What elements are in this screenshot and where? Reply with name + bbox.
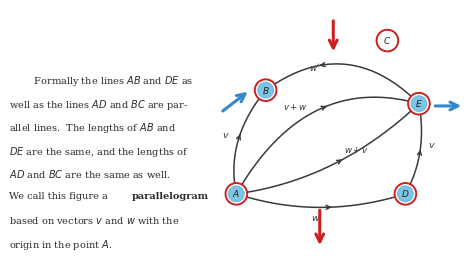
Circle shape: [227, 184, 246, 203]
Text: We call this figure a: We call this figure a: [9, 192, 110, 201]
Text: Formally the lines $AB$ and $DE$ as: Formally the lines $AB$ and $DE$ as: [9, 74, 193, 89]
Text: well as the lines $AD$ and $BC$ are par-: well as the lines $AD$ and $BC$ are par-: [9, 98, 188, 112]
Text: $v$: $v$: [222, 131, 230, 140]
Circle shape: [378, 31, 397, 50]
Circle shape: [258, 82, 273, 98]
Text: $D$: $D$: [401, 188, 410, 199]
Circle shape: [228, 186, 244, 202]
Text: $B$: $B$: [262, 85, 269, 96]
Text: $C$: $C$: [383, 35, 392, 46]
Circle shape: [256, 81, 275, 100]
Text: $w+v$: $w+v$: [344, 145, 369, 155]
Text: allel lines.  The lengths of $AB$ and: allel lines. The lengths of $AB$ and: [9, 121, 176, 135]
Text: $A$: $A$: [232, 188, 240, 199]
Text: origin in the point $A$.: origin in the point $A$.: [9, 238, 112, 252]
Text: $w'$: $w'$: [309, 62, 320, 73]
Circle shape: [411, 96, 427, 111]
Circle shape: [410, 94, 428, 113]
Text: $E$: $E$: [415, 98, 423, 109]
Text: $DE$ are the same, and the lengths of: $DE$ are the same, and the lengths of: [9, 145, 188, 159]
Text: based on vectors $v$ and $w$ with the: based on vectors $v$ and $w$ with the: [9, 215, 179, 226]
Text: $v+w$: $v+w$: [283, 102, 308, 112]
Text: $w$: $w$: [310, 214, 320, 223]
Circle shape: [396, 184, 415, 203]
Text: parallelogram: parallelogram: [132, 192, 209, 201]
Text: $AD$ and $BC$ are the same as well.: $AD$ and $BC$ are the same as well.: [9, 168, 170, 180]
Circle shape: [398, 186, 413, 202]
Text: $v$: $v$: [428, 142, 436, 151]
